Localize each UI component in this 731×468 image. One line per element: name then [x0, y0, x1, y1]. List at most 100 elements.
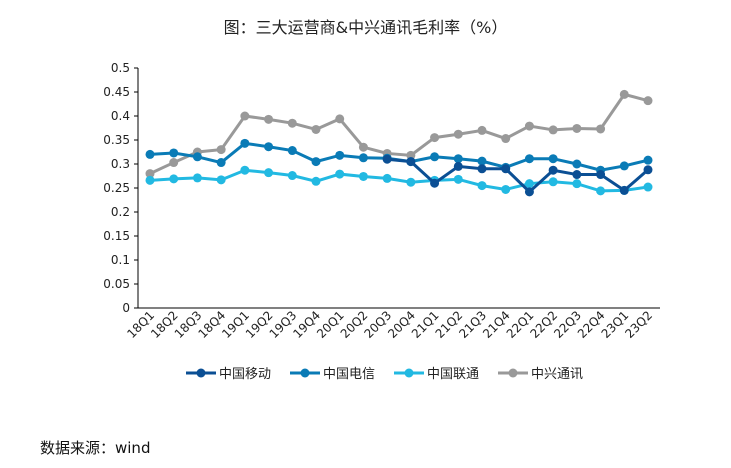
- data-point: [358, 142, 368, 152]
- data-point: [216, 158, 226, 168]
- y-tick-label: 0.45: [103, 85, 130, 99]
- data-point: [524, 121, 534, 131]
- data-point: [264, 142, 274, 152]
- data-point: [287, 171, 297, 181]
- data-point: [406, 150, 416, 160]
- legend-marker: [404, 368, 414, 378]
- data-point: [501, 134, 511, 144]
- x-tick-label: 23Q2: [622, 308, 655, 341]
- y-tick-label: 0.1: [111, 253, 130, 267]
- legend-label: 中国移动: [219, 367, 271, 382]
- data-point: [358, 153, 368, 163]
- data-point: [477, 125, 487, 135]
- data-point: [311, 157, 321, 167]
- data-point: [619, 185, 629, 195]
- data-point: [287, 146, 297, 156]
- data-point: [430, 152, 440, 162]
- data-point: [335, 150, 345, 160]
- data-point: [264, 168, 274, 178]
- data-point: [501, 164, 511, 174]
- data-point: [240, 138, 250, 148]
- data-point: [596, 124, 606, 134]
- data-point: [311, 124, 321, 134]
- data-point: [643, 96, 653, 106]
- series-0: [382, 154, 653, 197]
- legend-label: 中国电信: [323, 367, 375, 382]
- data-point: [524, 179, 534, 189]
- legend-item: 中国移动: [186, 367, 271, 382]
- data-point: [572, 170, 582, 180]
- y-tick-label: 0.4: [111, 109, 130, 123]
- data-point: [169, 174, 179, 184]
- series-line: [149, 168, 649, 193]
- data-point: [287, 118, 297, 128]
- legend-marker: [300, 368, 310, 378]
- legend-label: 中兴通讯: [531, 367, 583, 382]
- data-point: [382, 173, 392, 183]
- legend-item: 中国联通: [394, 367, 479, 382]
- series-1: [145, 138, 653, 175]
- data-point: [430, 133, 440, 143]
- data-point: [477, 156, 487, 166]
- data-point: [619, 89, 629, 99]
- data-point: [572, 179, 582, 189]
- data-point: [453, 129, 463, 139]
- data-point: [430, 178, 440, 188]
- data-point: [406, 177, 416, 187]
- data-point: [572, 123, 582, 133]
- data-point: [643, 182, 653, 192]
- data-point: [524, 154, 534, 164]
- data-point: [619, 161, 629, 171]
- data-point: [169, 158, 179, 168]
- series-line: [149, 92, 649, 175]
- data-point: [548, 165, 558, 175]
- series-line: [386, 157, 649, 194]
- data-point: [501, 184, 511, 194]
- data-point: [548, 154, 558, 164]
- data-point: [382, 154, 392, 164]
- data-point: [192, 173, 202, 183]
- legend-label: 中国联通: [427, 367, 479, 382]
- data-point: [477, 181, 487, 191]
- data-point: [548, 125, 558, 135]
- legend-marker: [196, 368, 206, 378]
- y-tick-label: 0.25: [103, 181, 130, 195]
- y-tick-label: 0.5: [111, 61, 130, 75]
- data-point: [596, 186, 606, 196]
- data-point: [311, 176, 321, 186]
- data-point: [216, 145, 226, 155]
- data-point: [477, 164, 487, 174]
- y-tick-label: 0.05: [103, 277, 130, 291]
- data-point: [145, 169, 155, 179]
- legend-item: 中国电信: [290, 367, 375, 382]
- legend-marker: [508, 368, 518, 378]
- data-point: [596, 170, 606, 180]
- data-point: [192, 152, 202, 162]
- y-tick-label: 0.15: [103, 229, 130, 243]
- data-point: [145, 175, 155, 185]
- data-point: [358, 171, 368, 181]
- data-point: [264, 114, 274, 124]
- data-point: [145, 149, 155, 159]
- data-point: [216, 175, 226, 185]
- y-tick-label: 0.3: [111, 157, 130, 171]
- data-point: [524, 187, 534, 197]
- data-point: [643, 155, 653, 165]
- source-note: 数据来源：wind: [40, 439, 151, 457]
- data-point: [240, 165, 250, 175]
- y-tick-label: 0: [122, 301, 130, 315]
- data-point: [453, 161, 463, 171]
- data-point: [240, 111, 250, 121]
- data-point: [643, 165, 653, 175]
- legend-item: 中兴通讯: [498, 367, 583, 382]
- data-point: [453, 154, 463, 164]
- data-point: [335, 114, 345, 124]
- y-tick-label: 0.35: [103, 133, 130, 147]
- data-point: [169, 148, 179, 158]
- data-point: [453, 174, 463, 184]
- data-point: [335, 169, 345, 179]
- data-point: [548, 177, 558, 187]
- data-point: [572, 159, 582, 169]
